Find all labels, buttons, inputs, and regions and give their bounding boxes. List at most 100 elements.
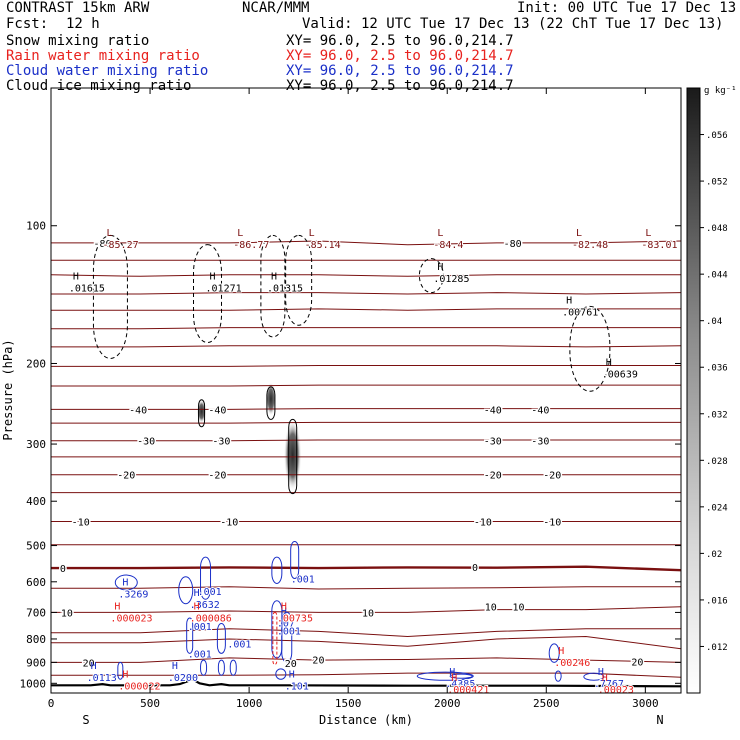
extremum-value: -82.48 (572, 240, 608, 251)
extremum-value: -86.77 (233, 240, 269, 251)
colorbar-tick-label: .036 (706, 364, 728, 374)
cloud-water-contour (114, 574, 138, 591)
extremum-label: L-82.48 (571, 228, 609, 252)
extremum-label: H.3632 (189, 588, 221, 612)
field-name-snow: Snow mixing ratio (6, 33, 149, 49)
extremum-label: L-85.14 (304, 228, 342, 252)
y-tick-label: 400 (26, 495, 46, 508)
extremum-letter: H (194, 588, 200, 599)
cloud-ice-contour (285, 234, 313, 326)
y-tick-label: 800 (26, 633, 46, 646)
y-tick-label: 700 (26, 606, 46, 619)
temperature-contour-line (51, 439, 681, 442)
temperature-contour-label: -10 (474, 518, 492, 529)
extremum-label: H.00761 (561, 295, 599, 319)
colorbar-ramp (686, 87, 701, 694)
colorbar-tick-label: .044 (706, 271, 728, 281)
extremum-label: H.01315 (266, 271, 304, 295)
y-tick-label: 500 (26, 540, 46, 553)
temperature-contour-label: 10 (362, 608, 374, 619)
colorbar: g kg⁻¹ .056 .052 .048 .044 .04 .036 .032 .028 .0… (686, 86, 737, 694)
extremum-letter: L (237, 228, 243, 239)
extremum-label: H.3269 (117, 577, 149, 601)
cloud-ice-contour (288, 418, 298, 495)
colorbar-tick-label: .032 (706, 410, 728, 420)
extremum-value: -85.14 (305, 240, 341, 251)
field-xy-snow: XY= 96.0, 2.5 to 96.0,214.7 (286, 33, 514, 49)
extremum-letter: L (107, 228, 113, 239)
extremum-letter: H (91, 661, 97, 672)
cloud-ice-contour (418, 258, 444, 294)
y-tick-label: 600 (26, 576, 46, 589)
extremum-letter: H (194, 601, 200, 612)
extremum-label: .001 (290, 573, 316, 586)
temperature-contour-line (51, 240, 681, 246)
x-tick-label: 1000 (236, 697, 263, 710)
extremum-value: .001 (188, 622, 212, 633)
temperature-contour-label: 20 (285, 659, 297, 670)
y-tick-label: 1000 (20, 677, 47, 690)
temperature-contour-line (51, 327, 681, 330)
temperature-contour-label: -30 (212, 437, 230, 448)
cloud-water-contour (217, 659, 225, 676)
extremum-label: H.0113 (86, 661, 118, 685)
snow-shaded-cell (283, 419, 302, 492)
extremum-label: .001 (226, 638, 252, 651)
extremum-value: .001 (227, 639, 251, 650)
colorbar-tick-label: .056 (706, 131, 728, 141)
extremum-value: .00246 (554, 658, 590, 669)
extremum-letter: L (437, 228, 443, 239)
temperature-contour-label: 10 (485, 603, 497, 614)
field-name-cloud-ice: Cloud ice mixing ratio (6, 78, 191, 94)
temperature-contour-label: -10 (543, 518, 561, 529)
y-tick-label: 100 (26, 220, 46, 233)
temperature-contour-line (51, 365, 681, 367)
temperature-contour-label: -40 (531, 405, 549, 416)
extremum-letter: H (602, 673, 608, 684)
extremum-letter: H (566, 295, 572, 306)
extremum-value: .01315 (267, 283, 303, 294)
extremum-value: .07 (277, 618, 295, 629)
cloud-water-contour (117, 661, 124, 680)
cloud-ice-contour (260, 234, 286, 338)
extremum-label: L-83.01 (640, 228, 678, 252)
field-xy-cloud-ice: XY= 96.0, 2.5 to 96.0,214.7 (286, 78, 514, 94)
rain-water-contour (272, 611, 278, 666)
temperature-contour-label: -80 (504, 239, 522, 250)
field-name-cloud-water: Cloud water mixing ratio (6, 63, 208, 79)
extremum-letter: H (122, 669, 128, 680)
temperature-contour-label: 20 (631, 657, 643, 668)
temperature-contour-label: -20 (208, 471, 226, 482)
temperature-contour-label: -40 (129, 405, 147, 416)
temperature-contour-label: 0 (472, 563, 478, 574)
cloud-water-contour (216, 622, 226, 654)
colorbar-tick-label: .012 (706, 643, 728, 653)
snow-shaded-cell (265, 382, 277, 416)
extremum-label: H.01285 (432, 262, 470, 286)
temperature-contour-label: -30 (137, 437, 155, 448)
temperature-contour-line (51, 657, 681, 663)
terrain-line (51, 677, 681, 688)
extremum-letter: L (645, 228, 651, 239)
y-tick-label: 300 (26, 438, 46, 451)
extremum-value: .00735 (277, 613, 313, 624)
valid-time: Valid: 12 UTC Tue 17 Dec 13 (22 ChT Tue … (302, 16, 723, 32)
extremum-value: -83.01 (641, 240, 677, 251)
colorbar-tick-label: .024 (706, 503, 728, 513)
extremum-value: .101 (285, 681, 309, 692)
extremum-label: H.01615 (68, 271, 106, 295)
extremum-label: H.07 (276, 606, 296, 630)
extremum-letter: H (437, 262, 443, 273)
colorbar-tick-label: .048 (706, 224, 728, 234)
temperature-contour-label: 10 (61, 608, 73, 619)
hydrometeor-contours (92, 234, 611, 682)
cloud-water-contour (548, 643, 560, 663)
cloud-water-contour (186, 617, 194, 654)
temperature-contour-line (51, 565, 681, 572)
extremum-label: .001 (276, 626, 302, 639)
temperature-contour-label: -30 (531, 437, 549, 448)
temperature-contour-label: -80 (93, 239, 111, 250)
org-title: NCAR/MMM (242, 0, 309, 16)
temperature-contour-label: 20 (83, 658, 95, 669)
extremum-letter: L (309, 228, 315, 239)
